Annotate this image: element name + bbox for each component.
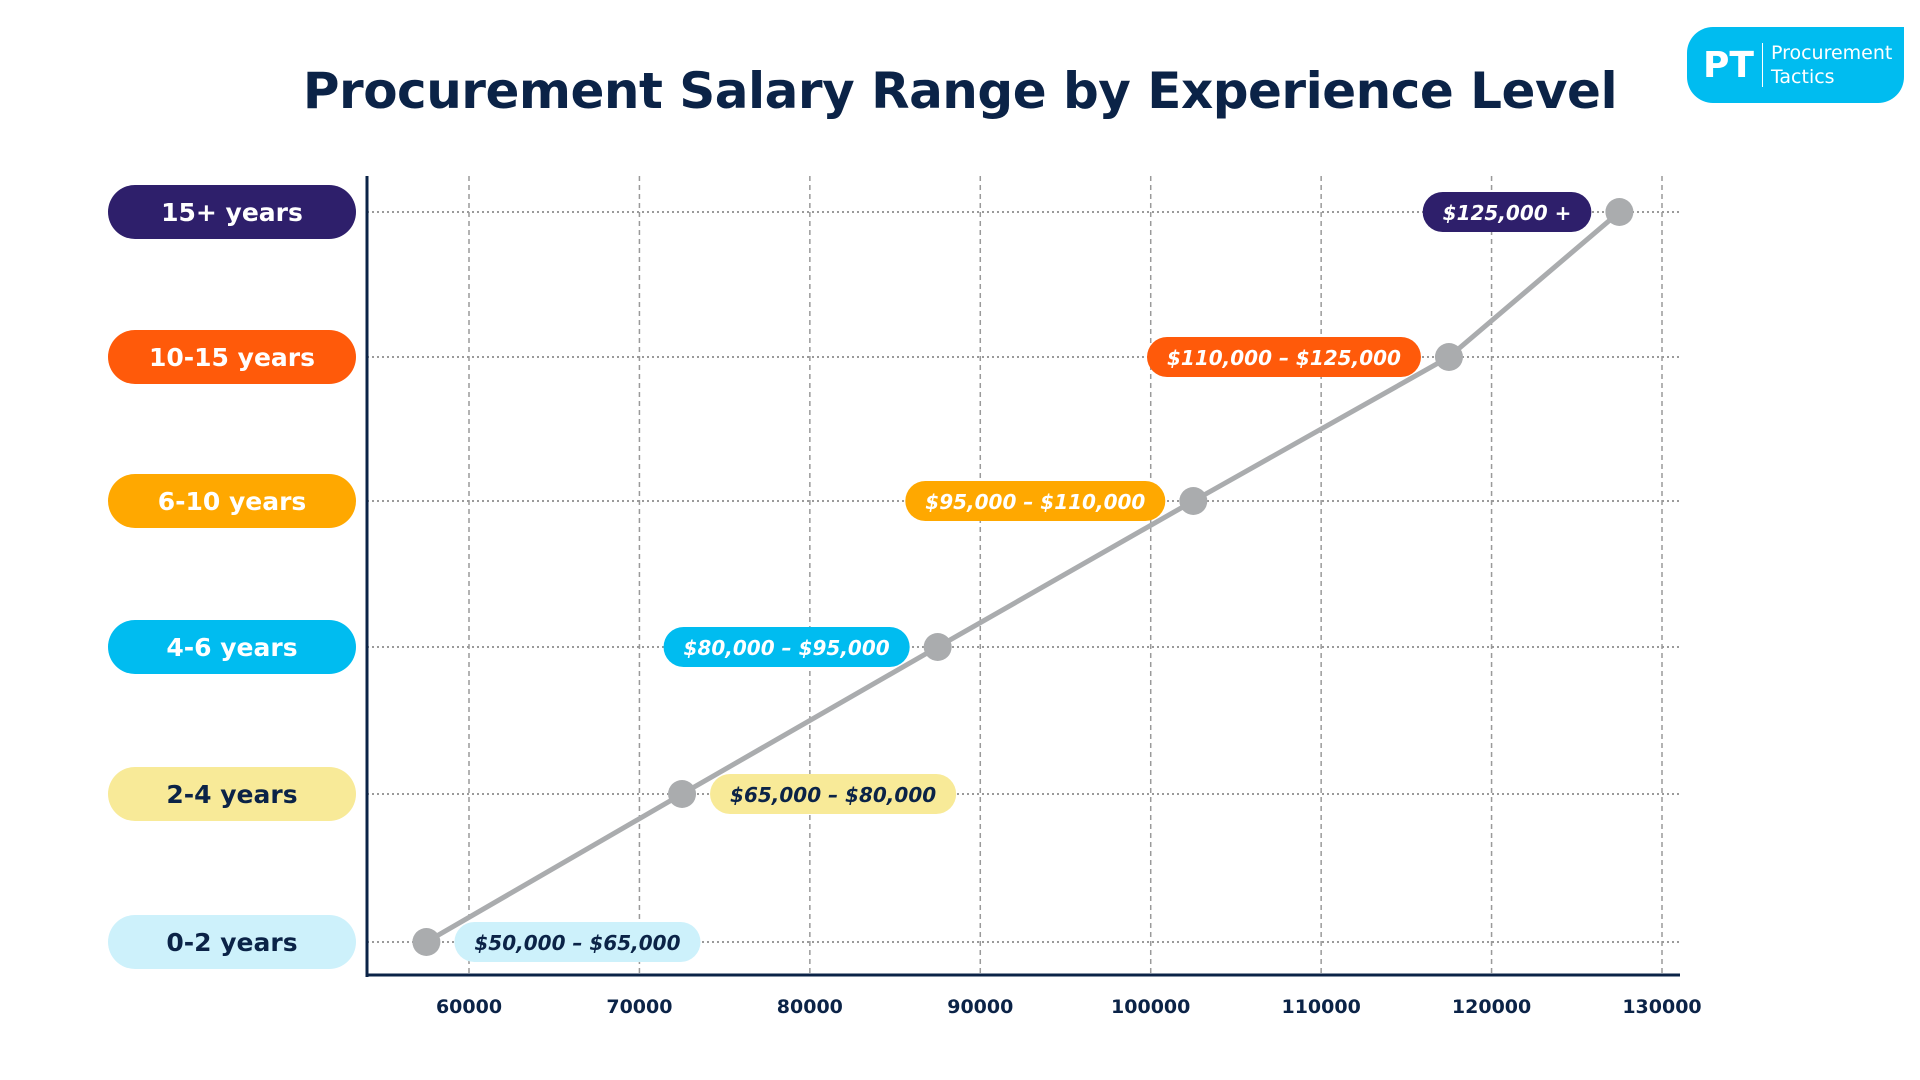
x-tick-label: 60000 (436, 996, 502, 1018)
x-tick-label: 110000 (1281, 996, 1360, 1018)
data-point (923, 633, 952, 661)
data-label-pill (710, 774, 957, 814)
data-point (668, 780, 697, 808)
data-label-pill (1147, 337, 1421, 377)
data-point (1434, 343, 1463, 371)
category-label: 6-10 years (158, 487, 307, 516)
data-label: $95,000 – $110,000 (905, 481, 1166, 521)
data-label-text: $125,000 + (1443, 201, 1572, 225)
data-point (1179, 487, 1208, 515)
category-pill (108, 620, 356, 674)
data-label-text: $95,000 – $110,000 (925, 490, 1145, 514)
data-label-pill (905, 481, 1166, 521)
data-label: $80,000 – $95,000 (663, 627, 910, 667)
logo-text: Procurement Tactics (1770, 42, 1893, 88)
data-label-pill (1422, 192, 1592, 232)
data-point (412, 928, 441, 956)
data-label: $110,000 – $125,000 (1147, 337, 1421, 377)
category-label: 15+ years (161, 198, 303, 227)
category-pill (108, 915, 356, 969)
logo-divider (1761, 43, 1763, 87)
data-label: $50,000 – $65,000 (454, 922, 701, 962)
x-tick-label: 130000 (1622, 996, 1701, 1018)
series-line (425, 210, 1622, 945)
category-label: 0-2 years (166, 928, 297, 957)
category-pill (108, 330, 356, 384)
data-label: $65,000 – $80,000 (710, 774, 957, 814)
x-tick-label: 80000 (777, 996, 843, 1018)
x-tick-label: 90000 (947, 996, 1013, 1018)
data-label-pill (454, 922, 701, 962)
data-label-pill (663, 627, 910, 667)
data-label-text: $80,000 – $95,000 (684, 636, 890, 660)
data-label-text: $50,000 – $65,000 (474, 931, 680, 955)
x-tick-label: 70000 (606, 996, 672, 1018)
x-tick-label: 120000 (1452, 996, 1531, 1018)
x-tick-label: 100000 (1111, 996, 1190, 1018)
data-label-text: $110,000 – $125,000 (1167, 346, 1401, 370)
data-label-text: $65,000 – $80,000 (730, 783, 936, 807)
category-label: 2-4 years (166, 780, 297, 809)
procurement-tactics-logo: PT Procurement Tactics (1687, 27, 1904, 103)
logo-mark: PT (1703, 44, 1754, 86)
category-pill (108, 474, 356, 528)
category-pill (108, 185, 356, 239)
chart-title: Procurement Salary Range by Experience L… (302, 62, 1618, 120)
category-label: 4-6 years (166, 633, 297, 662)
category-pill (108, 767, 356, 821)
data-label: $125,000 + (1422, 192, 1592, 232)
data-point (1605, 198, 1634, 226)
category-label: 10-15 years (149, 343, 315, 372)
